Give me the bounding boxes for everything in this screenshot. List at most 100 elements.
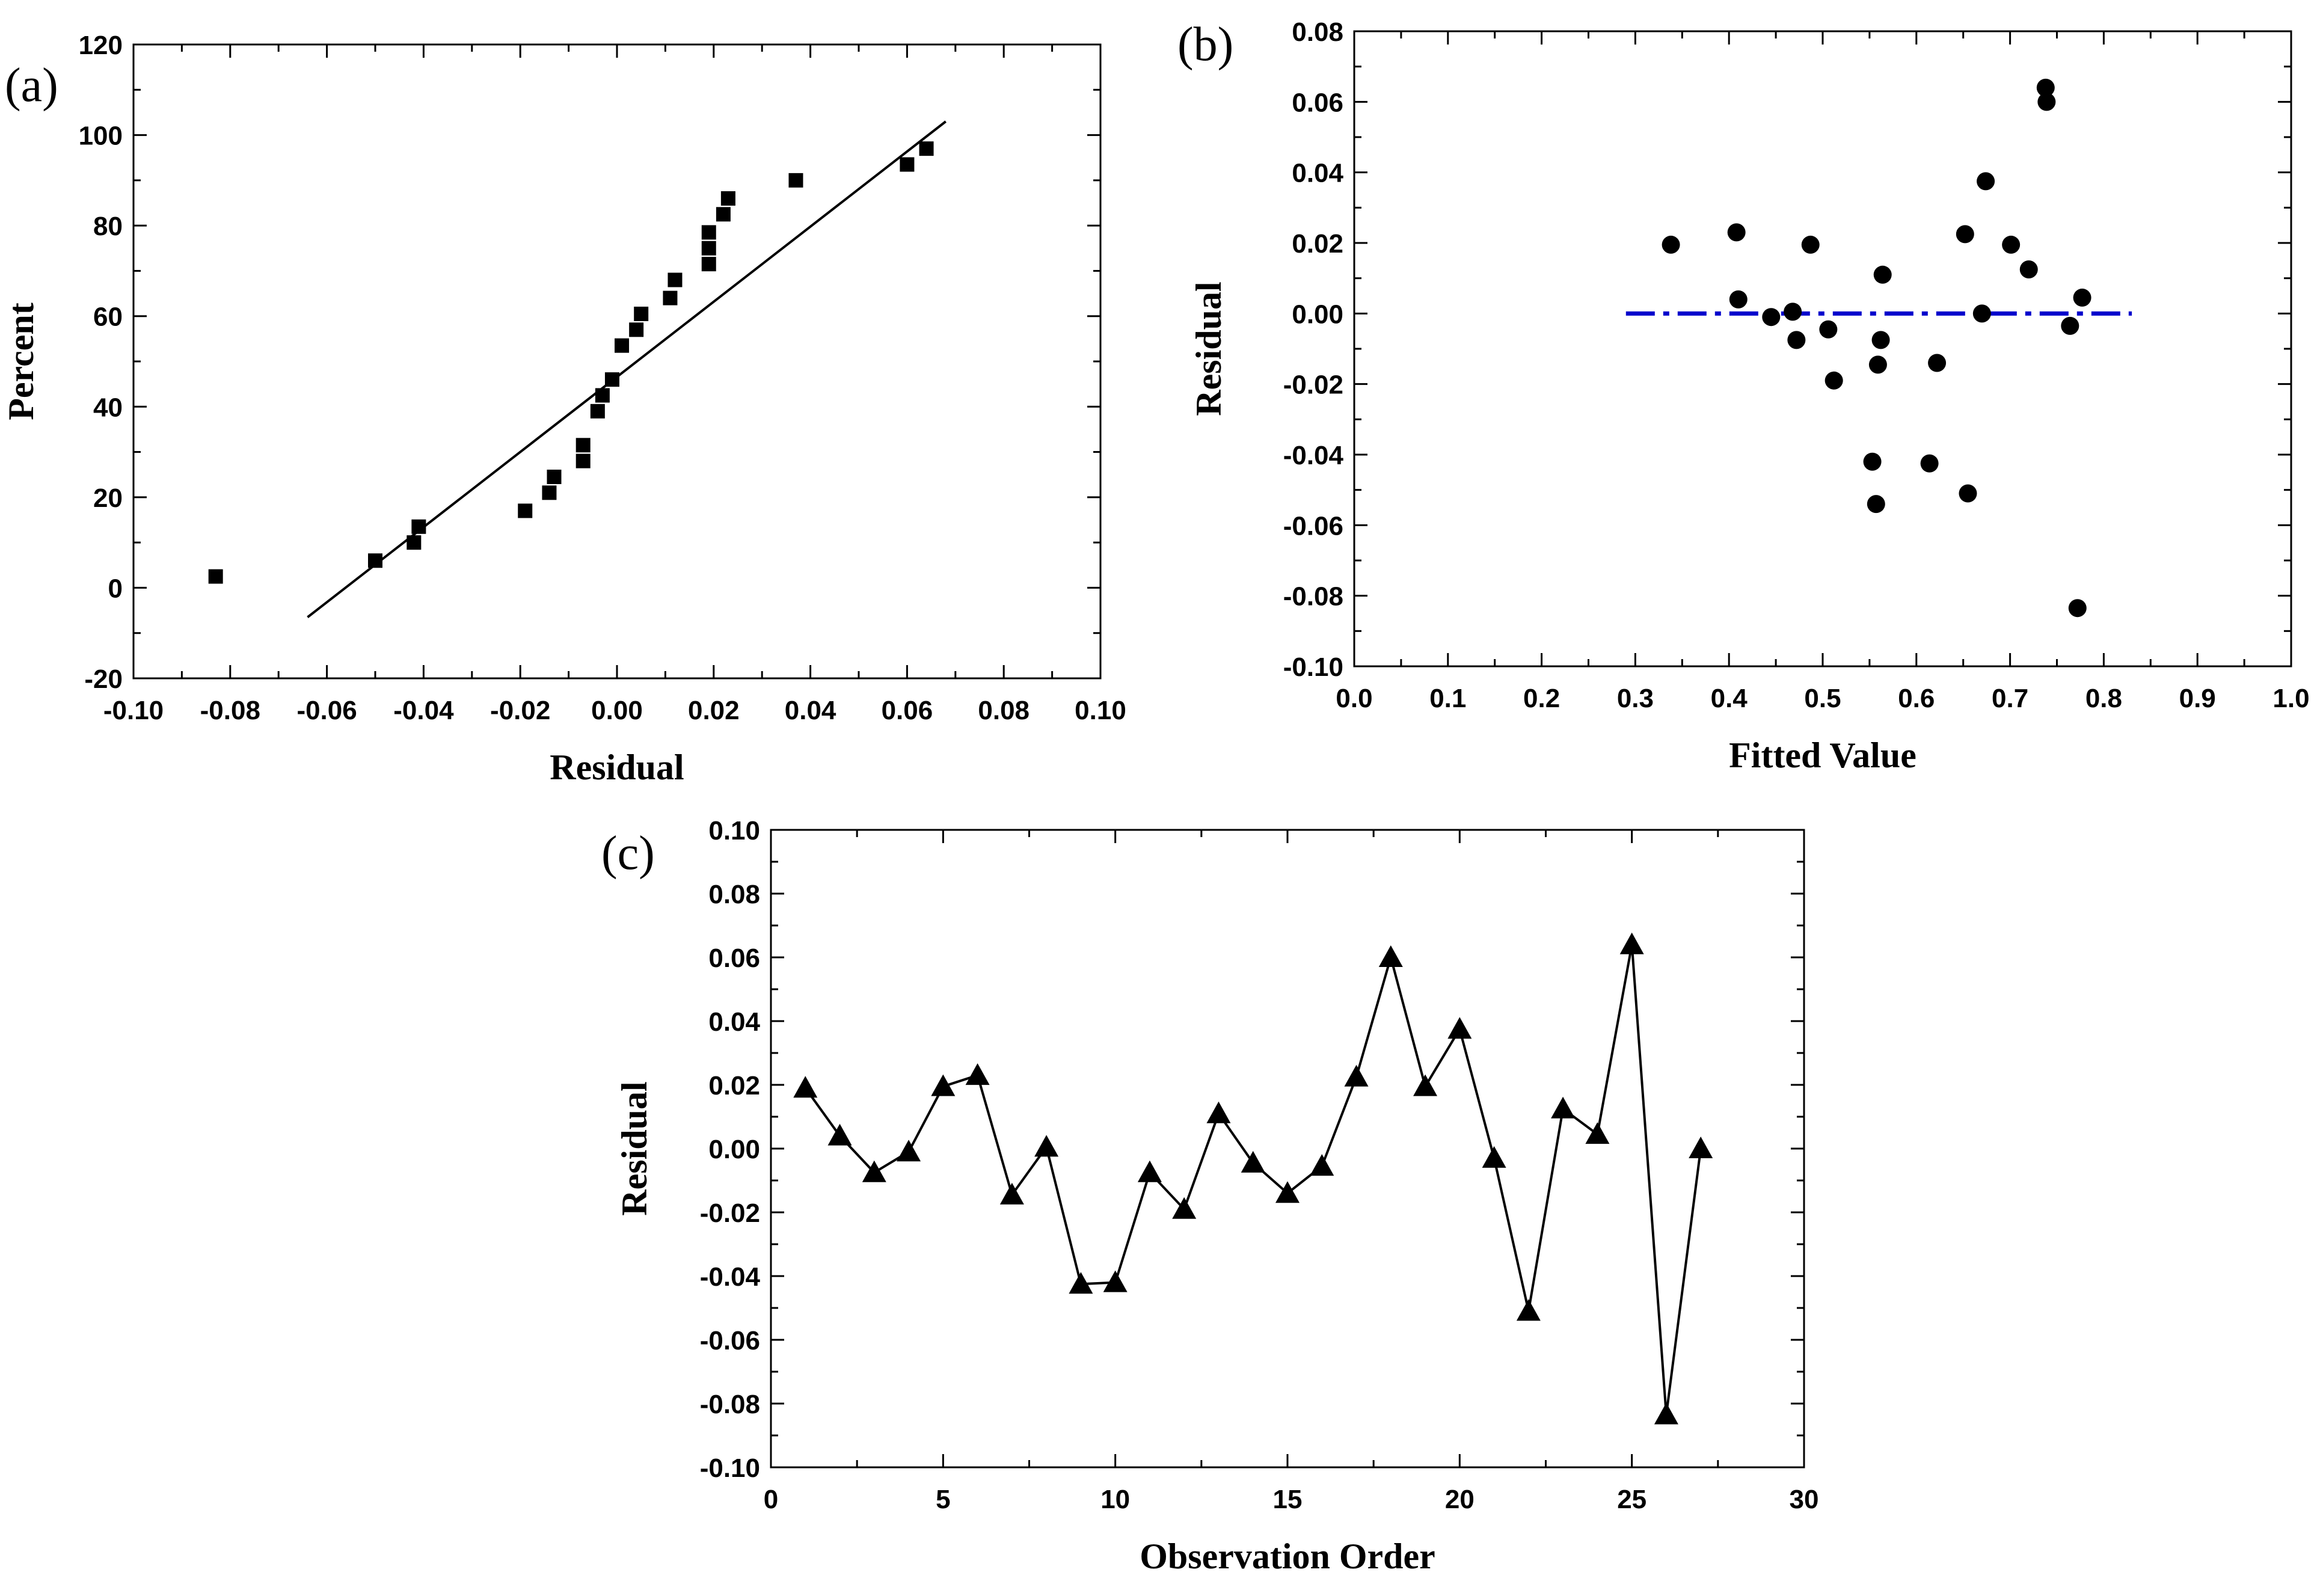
data-point-square [900,157,915,172]
x-tick-label: 0 [764,1485,778,1514]
y-tick-label: 0.00 [708,1135,760,1164]
x-tick-label: 10 [1100,1485,1130,1514]
y-tick-label: 0.08 [1292,17,1343,47]
data-point-triangle [1103,1270,1128,1292]
data-point-triangle [1482,1146,1506,1168]
data-point-circle [1727,223,1746,242]
data-point-triangle [965,1063,990,1085]
data-point-square [590,404,605,419]
y-tick-label: 0.08 [708,880,760,909]
data-point-circle [2002,235,2021,254]
x-tick-label: 0.00 [591,696,643,725]
x-tick-label: 0.2 [1523,684,1560,713]
y-tick-label: -0.10 [1283,652,1343,682]
y-tick-label: -0.10 [700,1453,760,1483]
data-point-triangle [862,1160,886,1182]
y-tick-label: 0.04 [1292,159,1343,188]
data-point-circle [1662,235,1680,254]
data-point-square [667,272,683,287]
x-axis-title: Observation Order [1140,1536,1435,1576]
data-point-triangle [1137,1160,1162,1182]
data-point-square [720,191,735,206]
data-point-circle [1928,354,1947,372]
panel-b: 0.0 0.1 0.2 0.3 0.4 0.5 0.6 0.7 0.8 0.9 1.0 -0.10 -0… [1177,17,2310,775]
data-point-circle [2068,599,2087,618]
data-point-triangle [793,1076,818,1098]
data-point-square [788,173,803,188]
x-tick-label: 0.06 [882,696,933,725]
data-point-square [542,485,557,500]
data-point-square [701,257,716,272]
x-tick-label: 0.04 [785,696,836,725]
data-point-circle [2019,260,2038,278]
y-tick-label: -0.04 [1283,441,1344,470]
data-point-square [575,438,591,453]
data-point-triangle [1447,1017,1472,1039]
plot-frame-c [770,829,1805,1469]
y-tick-label: 0.10 [708,816,760,846]
data-point-triangle [1413,1074,1438,1096]
plot-frame-b [1353,30,2292,668]
data-point-circle [1867,495,1885,514]
data-point-triangle [1172,1197,1197,1219]
data-point-square [615,338,630,353]
data-point-circle [1956,225,1974,244]
x-tick-label: -0.02 [490,696,550,725]
data-point-circle [1819,320,1838,339]
x-axis-title: Fitted Value [1729,735,1916,775]
data-point-square [518,503,533,518]
data-point-triangle [1275,1181,1300,1203]
x-tick-label: 25 [1617,1485,1646,1514]
x-tick-label: 0.5 [1804,684,1841,713]
data-point-circle [2037,93,2056,111]
fit-line [307,120,947,618]
y-axis-title: Residual [615,1081,654,1215]
data-point-triangle [827,1123,852,1146]
data-point-circle [1977,172,1995,191]
data-point-triangle [1619,932,1644,954]
y-tick-label: 40 [93,393,123,422]
data-point-circle [1787,331,1806,349]
y-tick-label: -0.08 [700,1390,760,1419]
y-tick-label: -0.02 [1283,370,1343,400]
data-point-square [368,553,382,568]
series-line [804,944,1702,1415]
y-tick-label: 100 [79,121,123,151]
data-point-circle [1868,355,1887,374]
y-tick-label: 0.04 [708,1007,760,1037]
data-point-triangle [1344,1064,1369,1087]
data-point-square [547,469,562,484]
y-axis-title: Percent [1,302,41,420]
data-point-triangle [1034,1135,1059,1157]
data-point-square [595,388,610,403]
data-point-square [604,372,619,387]
data-point-triangle [931,1074,956,1096]
data-point-square [701,225,716,240]
x-axis-title: Residual [550,747,684,787]
data-point-circle [1871,331,1890,349]
y-tick-label: -0.08 [1283,582,1343,612]
data-point-square [575,453,591,468]
data-point-circle [1762,308,1781,327]
data-point-triangle [1654,1402,1678,1425]
x-tick-label: -0.10 [103,696,164,725]
y-tick-label: 20 [93,483,123,513]
x-tick-label: 1.0 [2272,684,2309,713]
data-point-triangle [1241,1150,1265,1173]
data-point-square [629,322,644,337]
y-tick-label: 0.06 [1292,88,1343,117]
y-tick-label: -20 [84,664,123,694]
data-point-square [716,207,731,222]
data-point-circle [1920,454,1939,473]
y-tick-label: -0.06 [700,1326,760,1355]
data-point-circle [1824,371,1843,390]
data-point-circle [1972,304,1991,323]
x-tick-label: 5 [936,1485,950,1514]
data-point-triangle [1378,945,1403,967]
x-tick-label: 0.1 [1429,684,1466,713]
y-tick-label: 80 [93,212,123,241]
y-tick-label: -0.06 [1283,511,1343,541]
y-tick-label: 60 [93,302,123,332]
data-point-circle [1863,452,1882,471]
